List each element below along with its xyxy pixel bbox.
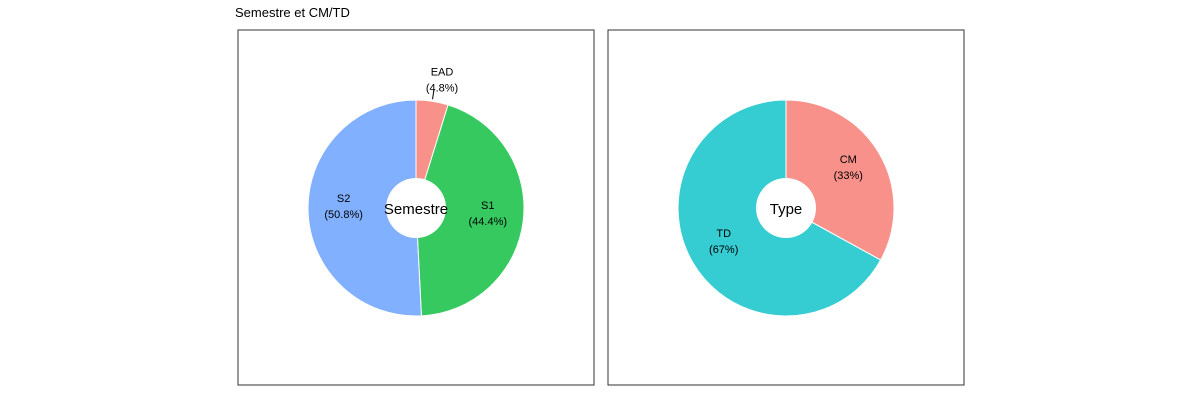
slice-percent-label: (4.8%) [426, 82, 458, 94]
donut-center-label: Semestre [384, 201, 448, 218]
panel-frame [237, 29, 595, 386]
slice-percent-label: (33%) [834, 170, 863, 182]
slice-category-label: S2 [337, 193, 350, 205]
slice-category-label: CM [840, 154, 857, 166]
slice-percent-label: (50.8%) [324, 209, 363, 221]
donut-panel-type: CM (33%) TD (67%) Type [607, 29, 965, 386]
slice-s2 [307, 99, 422, 317]
slice-category-label: TD [716, 228, 731, 240]
figure-title: Semestre et CM/TD [235, 5, 350, 20]
panel-frame [607, 29, 965, 386]
slice-percent-label: (44.4%) [469, 216, 508, 228]
leader-line-ead [432, 89, 435, 100]
slice-category-label: EAD [431, 66, 454, 78]
donut-panel-semestre: EAD (4.8%) S1 (44.4%) S2 (50.8%) Semestre [237, 29, 595, 386]
slice-percent-label: (67%) [709, 244, 738, 256]
slice-category-label: S1 [481, 200, 494, 212]
donut-hole [386, 178, 446, 238]
donut-center-label: Type [770, 201, 803, 218]
slice-s1 [415, 104, 525, 317]
donut-hole [756, 178, 816, 238]
